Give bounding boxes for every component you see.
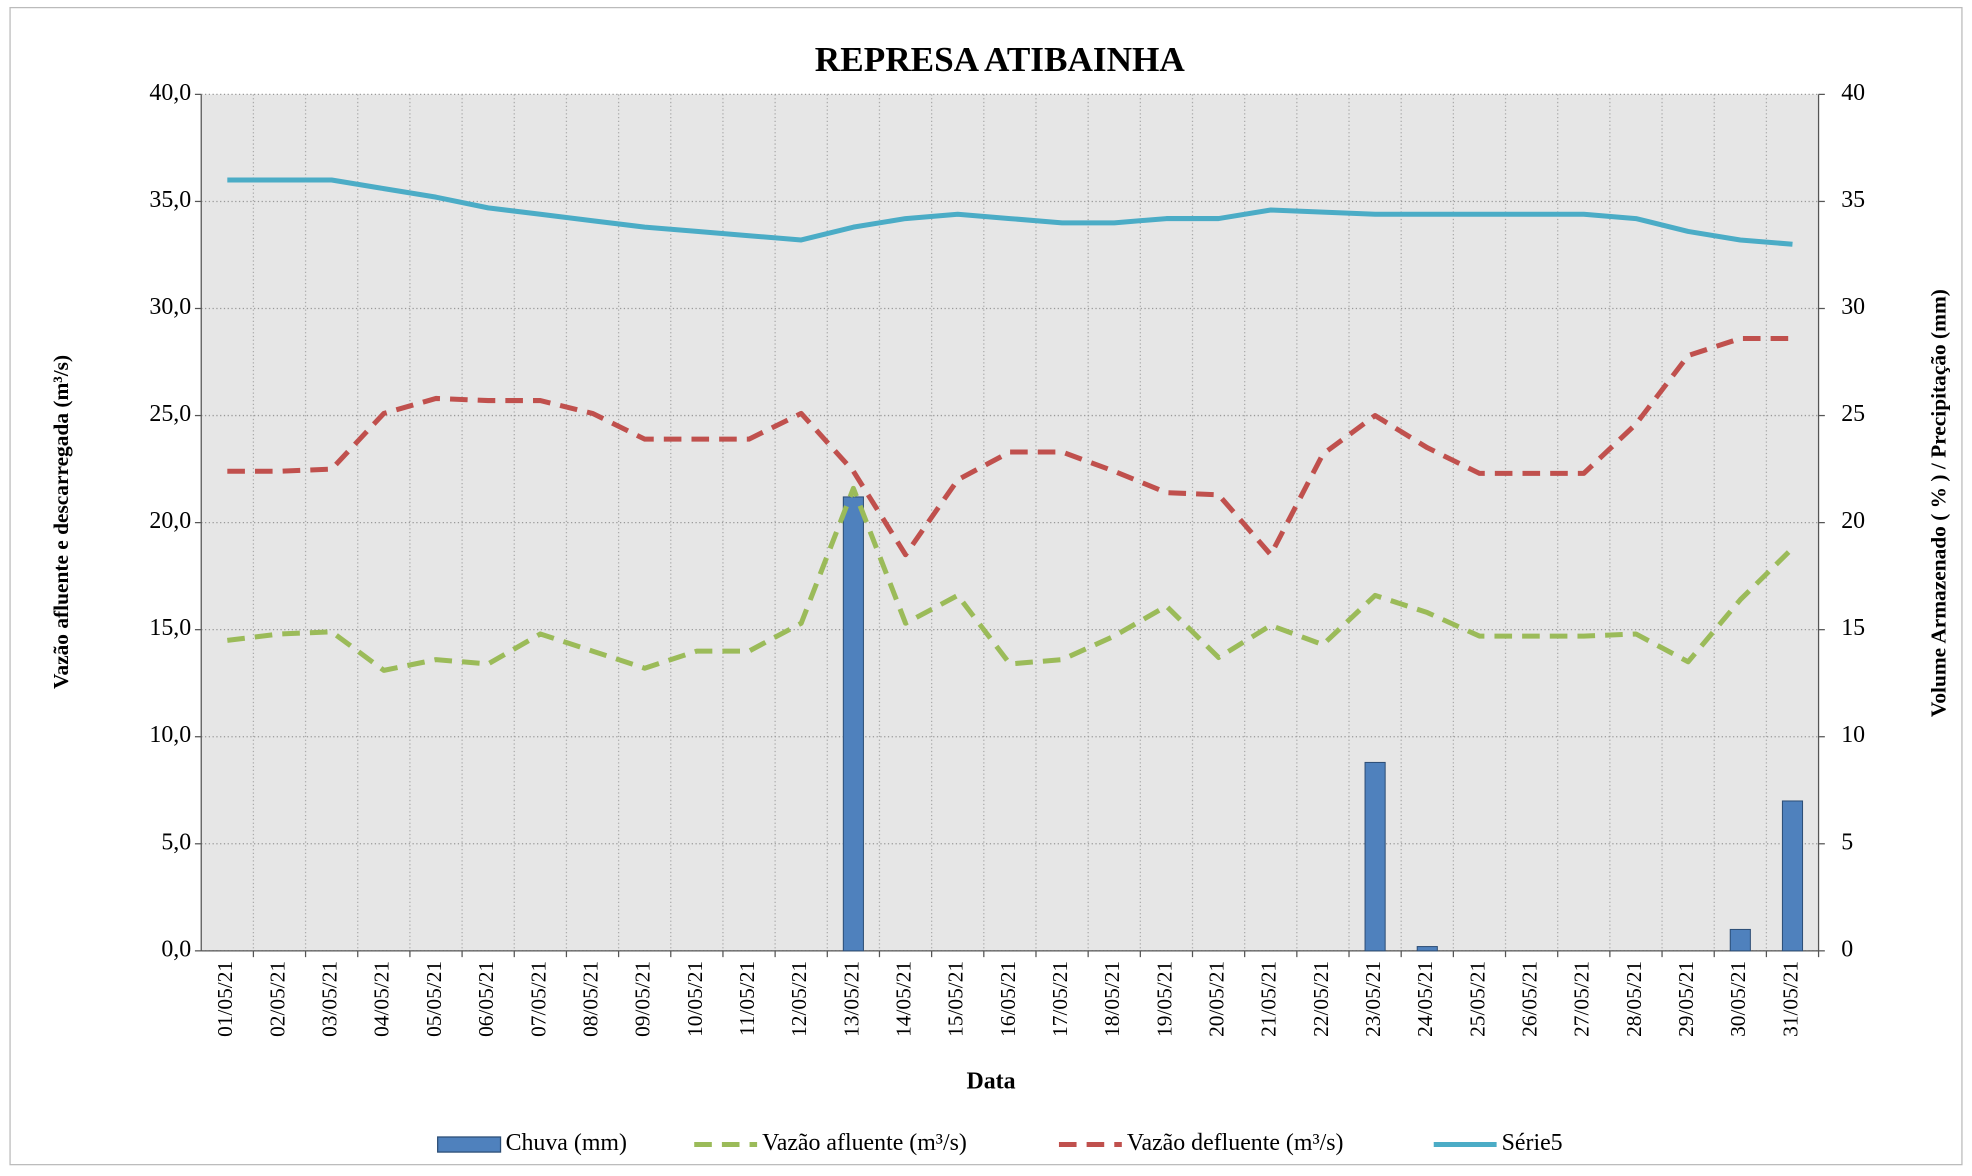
- y-tick-label: 0,0: [161, 936, 191, 962]
- x-tick-label: 13/05/21: [839, 961, 863, 1037]
- y2-tick-label: 35: [1841, 187, 1865, 213]
- legend-label: Série5: [1502, 1130, 1563, 1156]
- y2-tick-label: 0: [1841, 936, 1853, 962]
- y-tick-label: 40,0: [149, 80, 191, 106]
- x-tick-label: 23/05/21: [1361, 961, 1385, 1037]
- y2-tick-label: 25: [1841, 401, 1865, 427]
- x-tick-label: 21/05/21: [1257, 961, 1281, 1037]
- legend-label: Vazão afluente (m³/s): [762, 1130, 967, 1156]
- x-tick-label: 02/05/21: [265, 961, 289, 1037]
- line-series: [227, 485, 1795, 673]
- bar: [842, 496, 864, 952]
- x-tick-label: 05/05/21: [422, 961, 446, 1037]
- x-tick-label: 07/05/21: [526, 961, 550, 1037]
- line-series: [227, 177, 1793, 247]
- y-axis-title: Vazão afluente e descarregada (m³/s): [49, 355, 73, 689]
- y2-tick-label: 15: [1841, 615, 1865, 641]
- y2-axis-title: Volume Armazenado ( % ) / Precipitação (…: [1926, 289, 1950, 717]
- y-tick-label: 20,0: [149, 508, 191, 534]
- y2-tick-label: 40: [1841, 80, 1865, 106]
- x-tick-label: 24/05/21: [1413, 961, 1437, 1037]
- x-tick-label: 06/05/21: [474, 961, 498, 1037]
- y2-tick-label: 10: [1841, 722, 1865, 748]
- x-tick-label: 12/05/21: [787, 961, 811, 1037]
- x-tick-label: 22/05/21: [1309, 961, 1333, 1037]
- line-series: [227, 335, 1793, 558]
- x-tick-label: 04/05/21: [370, 961, 394, 1037]
- legend-swatch: [437, 1136, 502, 1153]
- x-tick-label: 28/05/21: [1622, 961, 1646, 1037]
- bar: [1416, 946, 1438, 952]
- y-tick-label: 15,0: [149, 615, 191, 641]
- y-tick-label: 10,0: [149, 722, 191, 748]
- x-tick-label: 16/05/21: [996, 961, 1020, 1037]
- x-tick-label: 08/05/21: [578, 961, 602, 1037]
- legend-label: Chuva (mm): [506, 1130, 627, 1156]
- bar: [1364, 761, 1386, 952]
- x-tick-label: 27/05/21: [1570, 961, 1594, 1037]
- x-tick-label: 25/05/21: [1465, 961, 1489, 1037]
- x-tick-label: 20/05/21: [1204, 961, 1228, 1037]
- x-tick-label: 18/05/21: [1100, 961, 1124, 1037]
- y2-tick-label: 20: [1841, 508, 1865, 534]
- y-tick-label: 5,0: [161, 829, 191, 855]
- x-tick-label: 11/05/21: [735, 961, 759, 1036]
- bar: [1781, 800, 1804, 952]
- x-tick-label: 26/05/21: [1518, 961, 1542, 1037]
- x-tick-label: 29/05/21: [1674, 961, 1698, 1037]
- x-tick-label: 01/05/21: [213, 961, 237, 1037]
- y-tick-label: 25,0: [149, 401, 191, 427]
- x-axis-title: Data: [966, 1068, 1015, 1094]
- x-tick-label: 17/05/21: [1048, 961, 1072, 1037]
- x-tick-label: 19/05/21: [1152, 961, 1176, 1037]
- x-tick-label: 15/05/21: [944, 961, 968, 1037]
- legend-label: Vazão defluente (m³/s): [1127, 1130, 1344, 1156]
- y-tick-label: 30,0: [149, 294, 191, 320]
- bar: [1729, 928, 1751, 952]
- x-tick-label: 14/05/21: [891, 961, 915, 1037]
- y-tick-label: 35,0: [149, 187, 191, 213]
- x-tick-label: 30/05/21: [1726, 961, 1750, 1037]
- x-tick-label: 31/05/21: [1778, 961, 1802, 1037]
- x-tick-label: 09/05/21: [631, 961, 655, 1037]
- y2-tick-label: 5: [1841, 829, 1853, 855]
- y2-tick-label: 30: [1841, 294, 1865, 320]
- x-tick-label: 10/05/21: [683, 961, 707, 1037]
- x-tick-label: 03/05/21: [318, 961, 342, 1037]
- chart-title: REPRESA ATIBAINHA: [815, 40, 1186, 79]
